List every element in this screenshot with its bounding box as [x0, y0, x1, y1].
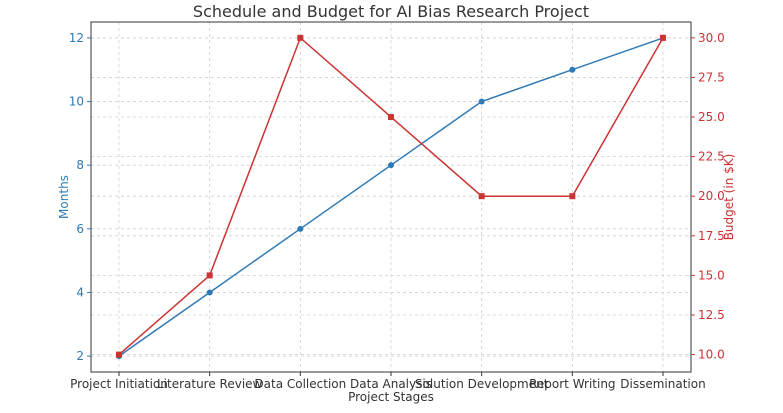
- right-y-tick-label: 22.5: [698, 150, 725, 164]
- right-y-tick-label: 15.0: [698, 268, 725, 282]
- left-y-tick-label: 10: [69, 95, 84, 109]
- left-y-tick-label: 2: [76, 349, 84, 363]
- left-y-tick-label: 12: [69, 31, 84, 45]
- data-point-right: [297, 34, 304, 41]
- x-tick-label: Literature Review: [157, 377, 263, 391]
- x-tick-label: Dissemination: [620, 377, 705, 391]
- x-tick-label: Project Initiation: [70, 377, 168, 391]
- right-y-tick-label: 27.5: [698, 70, 725, 84]
- right-y-tick-label: 12.5: [698, 308, 725, 322]
- data-point-left: [478, 98, 485, 105]
- data-point-right: [388, 114, 394, 121]
- right-y-axis-label: Budget (in $K): [722, 154, 736, 241]
- data-point-left: [206, 289, 213, 296]
- data-point-right: [206, 272, 213, 279]
- data-point-left: [297, 225, 304, 232]
- right-y-axis-ticks: 10.0 12.5 15.0 17.5 20.0 22.5 25.0 27.5 30.0: [691, 31, 725, 362]
- data-point-right: [569, 193, 576, 200]
- right-y-tick-label: 30.0: [698, 31, 725, 45]
- right-y-tick-label: 20.0: [698, 189, 725, 203]
- grid-lines: [91, 22, 691, 372]
- left-y-tick-label: 6: [76, 222, 84, 236]
- left-y-axis-label: Months: [57, 175, 71, 219]
- x-tick-label: Data Analysis: [350, 377, 432, 391]
- right-y-tick-label: 10.0: [698, 348, 725, 362]
- data-point-left: [388, 162, 394, 169]
- right-y-tick-label: 17.5: [698, 229, 725, 243]
- x-axis-label: Project Stages: [348, 390, 434, 404]
- series-layer: [116, 34, 666, 360]
- data-point-right: [660, 34, 666, 41]
- chart-title: Schedule and Budget for AI Bias Research…: [193, 2, 589, 21]
- left-y-axis-ticks: 2 4 6 8 10 12: [69, 31, 91, 363]
- data-point-right: [478, 193, 485, 200]
- left-y-tick-label: 4: [76, 285, 84, 299]
- x-tick-label: Report Writing: [529, 377, 615, 391]
- data-point-left: [569, 66, 576, 73]
- left-y-tick-label: 8: [76, 158, 84, 172]
- x-tick-label: Solution Development: [415, 377, 549, 391]
- right-y-tick-label: 25.0: [698, 110, 725, 124]
- x-tick-label: Data Collection: [254, 377, 346, 391]
- data-point-right: [116, 351, 122, 358]
